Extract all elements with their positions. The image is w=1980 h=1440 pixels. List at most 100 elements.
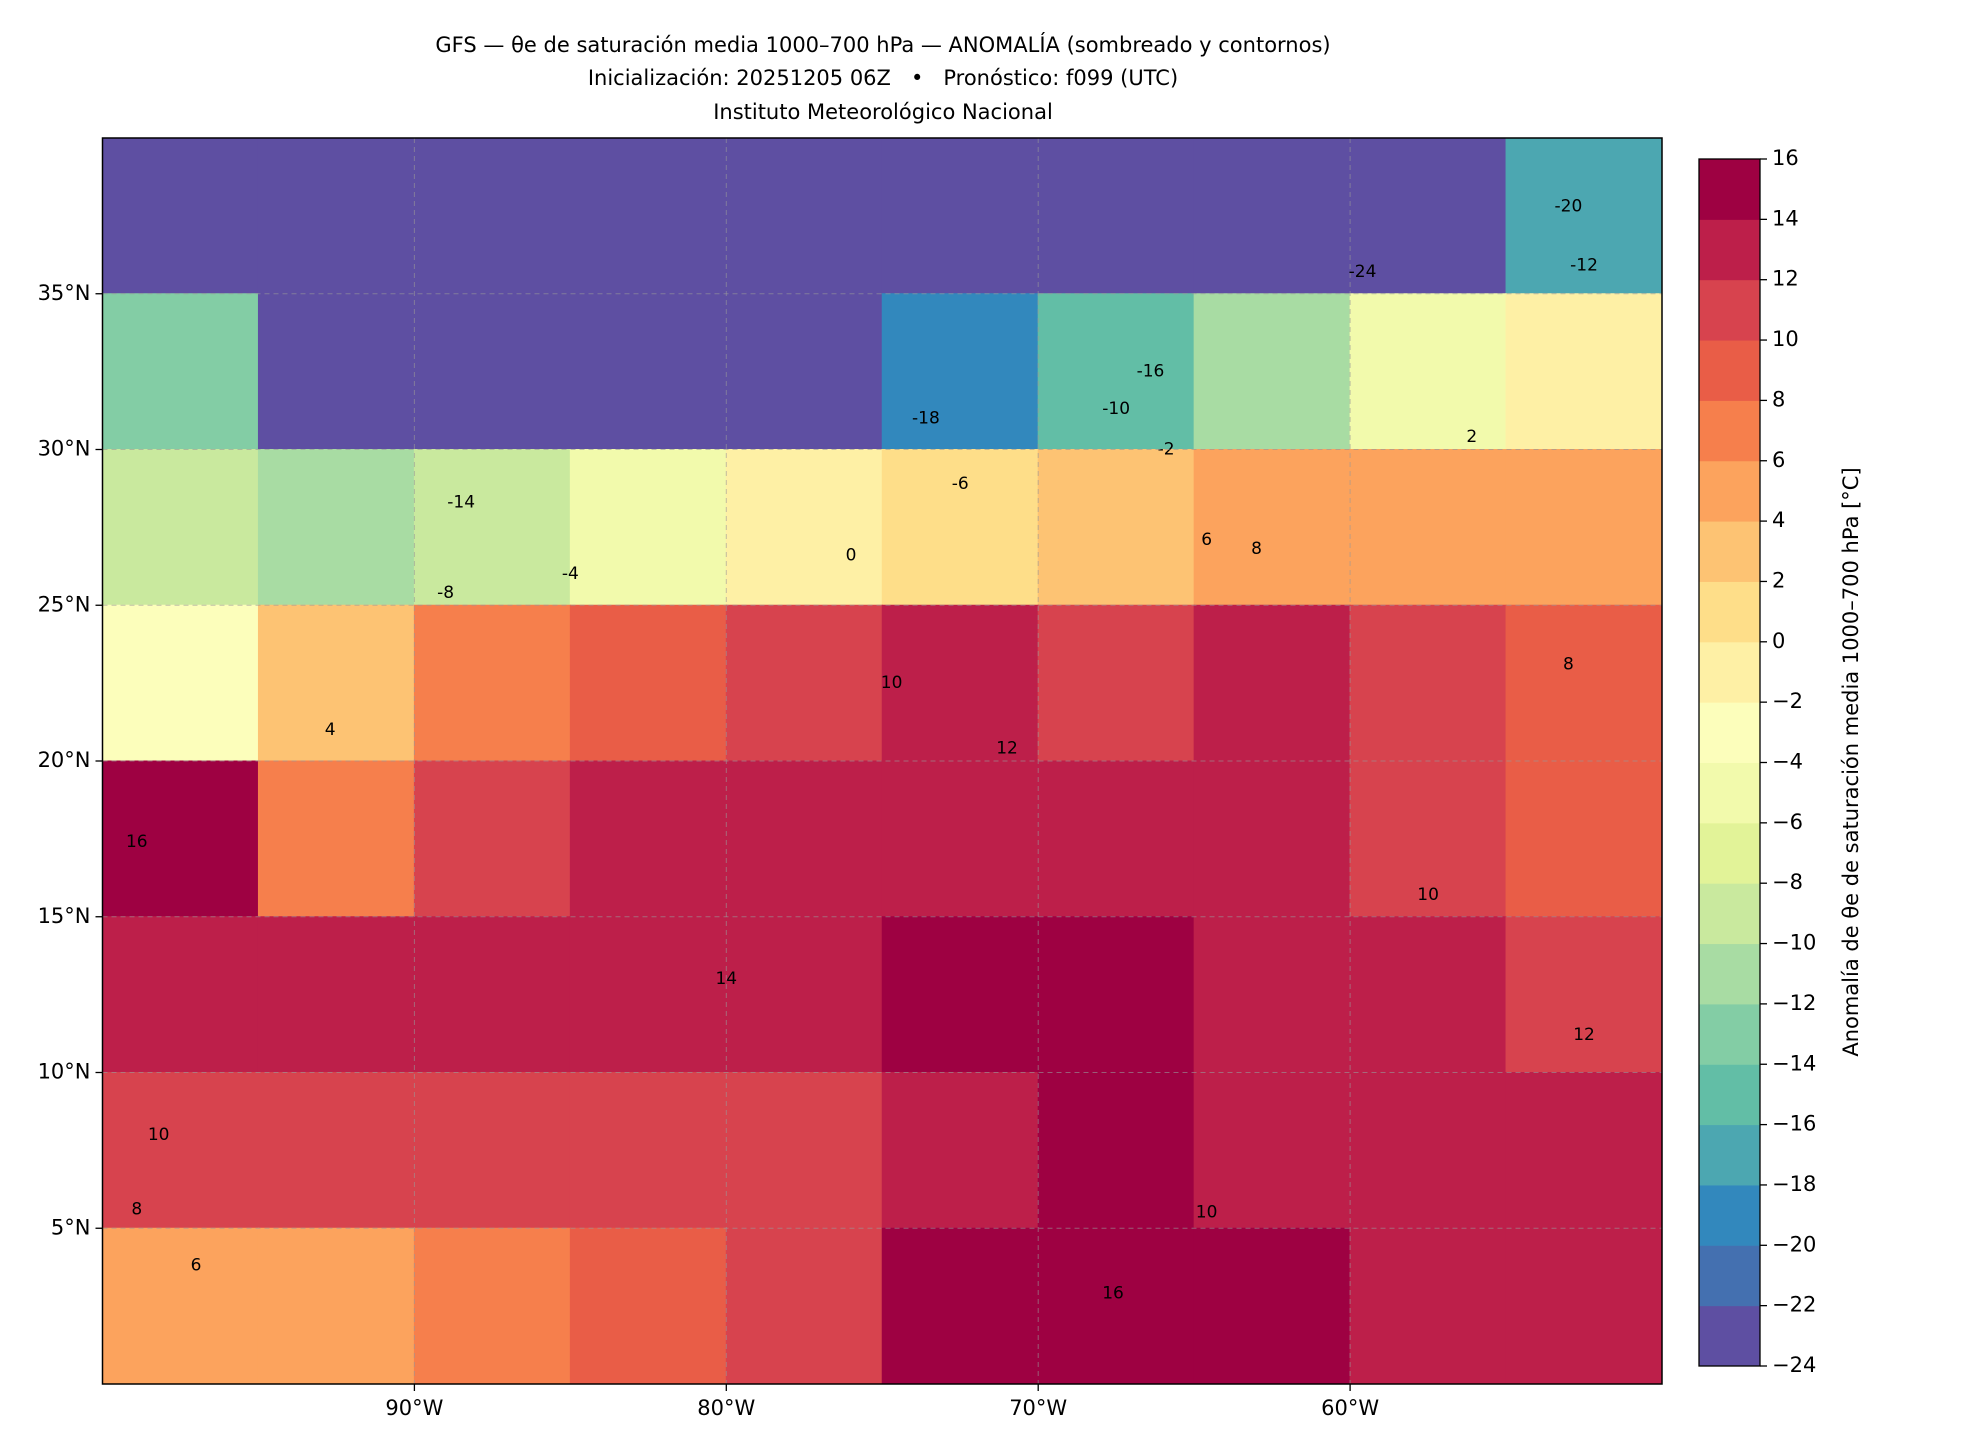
contour-label: -18 [912,408,940,428]
colorbar-swatch [1699,279,1760,341]
field-cell [1193,916,1351,1073]
colorbar-tick-label: −6 [1772,810,1803,834]
colorbar-swatch [1699,641,1760,703]
y-tick-label: 10°N [38,1060,91,1084]
contour-label: 16 [126,832,148,852]
contour-label: 8 [131,1200,142,1220]
field-cell [881,604,1039,762]
colorbar-tick-label: 12 [1772,267,1799,291]
y-tick-label: 25°N [38,592,91,616]
contour-label: 4 [325,720,336,740]
colorbar-tick-label: −22 [1772,1293,1816,1317]
field-cell [569,1227,727,1384]
field-cell [1505,1227,1662,1384]
colorbar-swatch [1699,1003,1760,1065]
field-cell [413,449,571,606]
field-cell [413,1227,571,1384]
field-cell [881,760,1039,918]
field-cell [257,449,415,606]
field-cell [1193,1227,1351,1384]
contour-label: 12 [996,739,1018,759]
colorbar-tick-label: 2 [1772,568,1785,592]
x-tick-label: 80°W [697,1396,755,1420]
field-cell [102,138,259,295]
colorbar-swatch [1699,883,1760,945]
field-cell [1349,916,1507,1073]
subtitle-line: Inicialización: 20251205 06Z • Pronóstic… [588,66,1178,90]
colorbar-swatch [1699,400,1760,462]
field-cell [1037,1072,1195,1229]
x-tick-label: 90°W [385,1396,443,1420]
contour-label: 0 [846,545,857,565]
contour-label: 16 [1102,1284,1124,1304]
colorbar-tick-label: −14 [1772,1051,1816,1075]
field-cell [102,449,259,606]
field-cell [413,1072,571,1229]
field-cell [569,449,727,606]
field-cell [1349,138,1507,295]
overlay: 026 8-2-6-10-14-4-8-18-16-24 -12-204101214… [38,138,1662,1420]
field-cell [1349,449,1507,606]
colorbar-swatch [1699,219,1760,281]
contour-label: 6 [191,1256,202,1276]
colorbar-swatch [1699,159,1760,220]
field-cell [102,916,259,1073]
field-cell [1193,760,1351,918]
y-tick-label: 15°N [38,904,91,928]
contour-label: 8 [1251,539,1262,559]
field-cell [1505,449,1662,606]
field-cell [1349,293,1507,450]
field-cell [569,604,727,762]
field-cell [725,604,883,762]
colorbar-tick-label: 16 [1772,146,1799,170]
field-cell [102,1072,259,1229]
field-cell [1349,604,1507,762]
field-cell [102,604,259,762]
field-cell [1037,760,1195,918]
field-cell [102,293,259,450]
field-cell [1037,604,1195,762]
field-cell [1193,293,1351,450]
field-cell [257,916,415,1073]
contour-label: -24 [1349,262,1377,282]
colorbar-tick-label: 0 [1772,629,1785,653]
field-cell [881,449,1039,606]
colorbar-tick-label: −20 [1772,1232,1816,1256]
field-cell [1193,138,1351,295]
colorbar-swatch [1699,822,1760,884]
title-line: GFS — θe de saturación media 1000–700 hP… [435,32,1330,57]
colorbar-tick-label: −2 [1772,689,1803,713]
contour-label: -10 [1102,399,1130,419]
contour-label: -12 [1570,256,1598,276]
field-cell [725,916,883,1073]
colorbar-swatch [1699,1184,1760,1246]
field-cell [1037,449,1195,606]
contour-label: -4 [562,564,579,584]
contour-label: 10 [1196,1203,1218,1223]
field-cell [569,1072,727,1229]
field-cell [1037,293,1195,450]
field-cell [1349,1227,1507,1384]
field-cell [1505,760,1662,918]
field-cell [413,760,571,918]
field-cell [413,138,571,295]
contour-label: -20 [1555,197,1583,217]
field-cell [725,1227,883,1384]
colorbar-swatch [1699,340,1760,401]
field-cell [725,760,883,918]
colorbar-swatch [1699,1305,1760,1367]
field-cell [569,760,727,918]
colorbar-tick-label: −18 [1772,1172,1816,1196]
colorbar-tick-label: 8 [1772,387,1785,411]
contour-label: 12 [1573,1025,1595,1045]
contour-label: 2 [1466,427,1477,447]
field-cell [881,1227,1039,1384]
contour-label: 10 [148,1125,170,1145]
field-cell [725,1072,883,1229]
field-cell [1349,760,1507,918]
colorbar-tick-label: −24 [1772,1353,1816,1377]
y-tick-label: 35°N [38,281,91,305]
field-cell [1505,1072,1662,1229]
field-cell [881,1072,1039,1229]
